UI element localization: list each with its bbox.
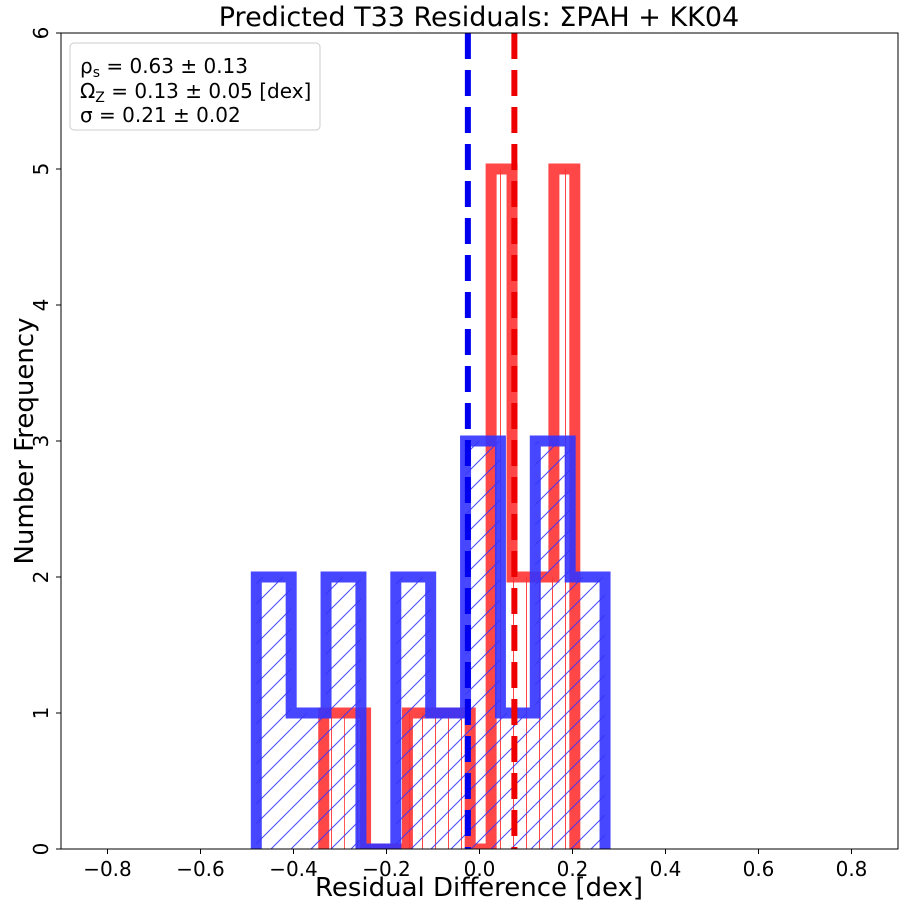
x-axis-label: Residual Difference [dex] [315, 873, 643, 903]
x-tick-label-3: −0.2 [362, 857, 411, 881]
y-tick-label-4: 4 [29, 299, 53, 312]
blue-bar-9 [570, 577, 606, 849]
x-tick-label-7: 0.6 [743, 857, 775, 881]
chart-title: Predicted T33 Residuals: ΣPAH + KK04 [219, 2, 739, 33]
y-axis: 0 1 2 3 4 5 6 [29, 27, 61, 856]
blue-histogram [250, 435, 611, 849]
blue-bar-5 [430, 713, 466, 849]
blue-bar-6 [465, 441, 501, 849]
y-tick-label-2: 2 [29, 571, 53, 584]
x-tick-label-8: 0.8 [836, 857, 868, 881]
mean-lines [464, 33, 518, 849]
y-tick-label-0: 0 [29, 843, 53, 856]
x-tick-label-4: 0.0 [464, 857, 496, 881]
stats-box: ρs = 0.63 ± 0.13 ΩZ = 0.13 ± 0.05 [dex] … [69, 42, 321, 131]
plot-area [250, 33, 611, 849]
y-tick-label-1: 1 [29, 707, 53, 720]
x-tick-label-5: 0.2 [557, 857, 589, 881]
blue-bar-2 [326, 577, 361, 849]
x-tick-label-6: 0.4 [650, 857, 682, 881]
x-axis: −0.8 −0.6 −0.4 −0.2 0.0 0.2 0.4 0.6 0.8 [83, 849, 867, 881]
x-tick-label-0: −0.8 [83, 857, 132, 881]
blue-step-outline [250, 435, 611, 849]
y-tick-label-5: 5 [29, 163, 53, 176]
blue-bar-0 [256, 577, 292, 849]
blue-bar-1 [291, 713, 327, 849]
stats-box-frame [69, 42, 321, 131]
blue-bar-4 [395, 577, 431, 849]
blue-bar-7 [500, 713, 536, 849]
stats-line-omega: ΩZ = 0.13 ± 0.05 [dex] [80, 79, 311, 106]
y-axis-label: Number Frequency [10, 317, 40, 564]
blue-bar-8 [535, 441, 571, 849]
x-tick-label-1: −0.6 [176, 857, 225, 881]
stats-line-spearman: ρs = 0.63 ± 0.13 [80, 54, 248, 81]
y-tick-label-3: 3 [29, 435, 53, 448]
y-tick-label-6: 6 [29, 27, 53, 40]
x-tick-label-2: −0.4 [269, 857, 318, 881]
stats-line-sigma: σ = 0.21 ± 0.02 [80, 103, 241, 127]
